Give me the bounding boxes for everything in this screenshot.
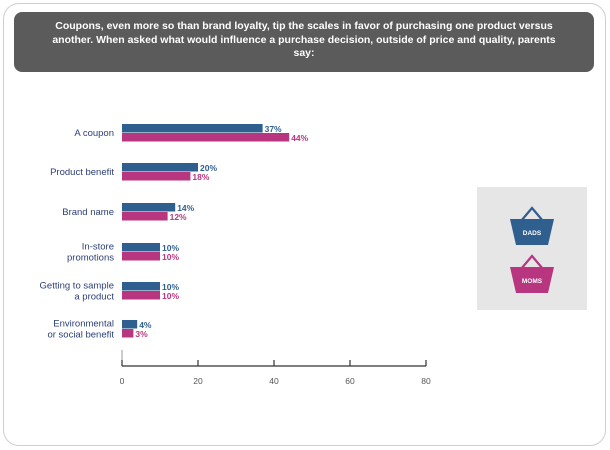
value-label-moms: 44% bbox=[291, 133, 308, 143]
value-label-moms: 10% bbox=[162, 291, 179, 301]
bar-moms bbox=[122, 212, 168, 221]
chart-header: Coupons, even more so than brand loyalty… bbox=[14, 12, 594, 72]
bar-dads bbox=[122, 282, 160, 291]
bar-dads bbox=[122, 163, 198, 172]
value-label-dads: 4% bbox=[139, 320, 152, 330]
category-label: promotions bbox=[67, 253, 114, 264]
value-label-moms: 18% bbox=[192, 172, 209, 182]
category-label: a product bbox=[74, 292, 114, 303]
category-label: Getting to sample bbox=[40, 281, 114, 292]
bar-dads bbox=[122, 320, 138, 329]
x-tick-label: 80 bbox=[421, 376, 431, 386]
legend-moms-label: MOMS bbox=[522, 278, 543, 285]
value-label-dads: 14% bbox=[177, 203, 194, 213]
value-label-dads: 20% bbox=[200, 163, 217, 173]
x-tick-label: 40 bbox=[269, 376, 279, 386]
dads-basket-icon: DADS bbox=[510, 206, 554, 245]
bar-moms bbox=[122, 133, 290, 142]
category-label: Product benefit bbox=[50, 167, 114, 178]
bar-moms bbox=[122, 172, 191, 181]
bar-dads bbox=[122, 243, 160, 252]
value-label-moms: 12% bbox=[170, 212, 187, 222]
value-label-moms: 3% bbox=[135, 329, 148, 339]
category-label: Environmental bbox=[53, 319, 114, 330]
bar-dads bbox=[122, 203, 176, 212]
category-label: Brand name bbox=[62, 207, 114, 218]
bar-moms bbox=[122, 329, 134, 338]
x-tick-label: 0 bbox=[120, 376, 125, 386]
category-label: or social benefit bbox=[47, 330, 114, 341]
category-label: A coupon bbox=[74, 128, 114, 139]
x-tick-label: 60 bbox=[345, 376, 355, 386]
x-tick-label: 20 bbox=[193, 376, 203, 386]
value-label-dads: 10% bbox=[162, 282, 179, 292]
bar-moms bbox=[122, 252, 160, 261]
category-label: In-store bbox=[82, 242, 114, 253]
value-label-dads: 37% bbox=[265, 124, 282, 134]
bar-moms bbox=[122, 291, 160, 300]
legend-dads-label: DADS bbox=[523, 230, 542, 237]
moms-basket-icon: MOMS bbox=[510, 254, 554, 293]
bar-dads bbox=[122, 124, 263, 133]
legend: DADS MOMS bbox=[477, 187, 587, 310]
header-text: Coupons, even more so than brand loyalty… bbox=[52, 20, 556, 59]
value-label-dads: 10% bbox=[162, 243, 179, 253]
value-label-moms: 10% bbox=[162, 252, 179, 262]
